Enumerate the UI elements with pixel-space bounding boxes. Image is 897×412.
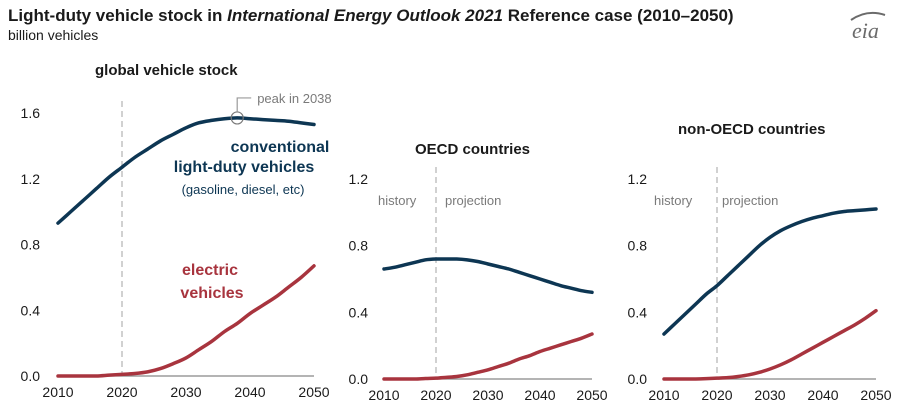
x-tick-label: 2010 (368, 387, 399, 403)
conventional-series-line (56, 116, 316, 225)
y-tick-label: 1.2 (628, 171, 648, 187)
conventional-label-line1: conventional (231, 139, 330, 156)
conventional-series-line (662, 207, 878, 336)
non-oecd-history-label: history (654, 193, 693, 208)
x-tick-label: 2020 (701, 387, 732, 403)
x-tick-label: 2020 (420, 387, 451, 403)
x-tick-label: 2050 (576, 387, 607, 403)
panel-global: global vehicle stock 2010 2020 2030 2040 205… (21, 62, 332, 400)
y-tick-label: 0.8 (628, 238, 648, 254)
y-tick-label: 0.4 (21, 302, 41, 318)
x-tick-label: 2050 (860, 387, 891, 403)
x-tick-label: 2040 (234, 384, 265, 400)
panel-title-oecd: OECD countries (415, 141, 530, 158)
oecd-projection-label: projection (445, 193, 501, 208)
non-oecd-projection-label: projection (722, 193, 778, 208)
y-tick-label: 0.0 (349, 371, 369, 387)
electric-series-line (662, 308, 878, 381)
x-tick-label: 2010 (648, 387, 679, 403)
chart-subtitle: billion vehicles (8, 27, 98, 43)
y-tick-label: 0.4 (628, 304, 648, 320)
oecd-history-label: history (378, 193, 417, 208)
y-tick-label: 0.0 (21, 368, 41, 384)
peak-label: peak in 2038 (257, 91, 331, 106)
eia-logo: eia (850, 11, 886, 43)
conventional-label-line3: (gasoline, diesel, etc) (182, 182, 305, 197)
x-tick-label: 2030 (754, 387, 785, 403)
panel-title-non-oecd: non-OECD countries (678, 121, 826, 138)
x-tick-label: 2040 (524, 387, 555, 403)
x-tick-label: 2050 (298, 384, 329, 400)
x-tick-label: 2010 (42, 384, 73, 400)
y-tick-label: 1.6 (21, 105, 41, 121)
x-tick-label: 2020 (106, 384, 137, 400)
electric-label-line1: electric (182, 262, 238, 279)
electric-series-line (56, 264, 316, 378)
chart-title: Light-duty vehicle stock in Internationa… (8, 6, 734, 25)
logo-swoosh (850, 11, 886, 21)
conventional-label-line2: light-duty vehicles (174, 159, 315, 176)
electric-series-line (382, 332, 594, 381)
panel-oecd: OECD countries 2010 2020 2030 2040 2050 0.0 0.… (349, 141, 608, 403)
panel-title-global: global vehicle stock (95, 62, 238, 79)
electric-label-line2: vehicles (180, 285, 243, 302)
y-tick-label: 0.8 (21, 237, 41, 253)
x-tick-label: 2040 (807, 387, 838, 403)
y-tick-label: 0.8 (349, 238, 369, 254)
x-tick-label: 2030 (170, 384, 201, 400)
panel-non-oecd: non-OECD countries 2010 2020 2030 2040 2050 0… (628, 121, 892, 403)
conventional-series-line (382, 257, 594, 295)
y-tick-label: 0.0 (628, 371, 648, 387)
logo-text: eia (852, 18, 879, 43)
x-tick-label: 2030 (472, 387, 503, 403)
peak-leader-line (236, 97, 252, 112)
y-tick-label: 0.4 (349, 304, 369, 320)
y-tick-label: 1.2 (21, 171, 41, 187)
y-tick-label: 1.2 (349, 171, 369, 187)
